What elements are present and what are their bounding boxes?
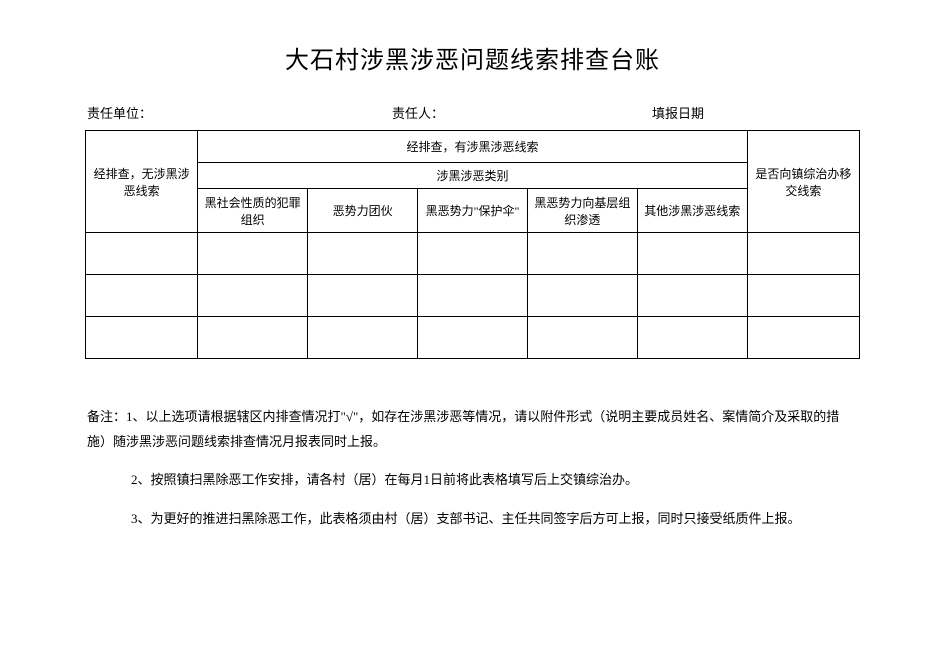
meta-unit-label: 责任单位： [87, 103, 392, 122]
note-1: 备注：1、以上选项请根据辖区内排查情况打"√"，如存在涉黑涉恶等情况，请以附件形… [87, 405, 858, 454]
cell [308, 233, 418, 275]
cell [198, 233, 308, 275]
note-1-text: 1、以上选项请根据辖区内排查情况打"√"，如存在涉黑涉恶等情况，请以附件形式（说… [87, 409, 839, 449]
cell [637, 317, 747, 359]
note-3: 3、为更好的推进扫黑除恶工作，此表格须由村（居）支部书记、主任共同签字后方可上报… [87, 507, 858, 532]
cell [418, 275, 528, 317]
cell [747, 317, 859, 359]
cell [308, 275, 418, 317]
cell [86, 275, 198, 317]
cell [637, 275, 747, 317]
note-2: 2、按照镇扫黑除恶工作安排，请各村（居）在每月1日前将此表格填写后上交镇综治办。 [87, 468, 858, 493]
header-subgroup: 涉黑涉恶类别 [198, 163, 748, 189]
meta-person-label: 责任人： [392, 103, 652, 122]
cell [308, 317, 418, 359]
cell [527, 275, 637, 317]
col-header-4: 其他涉黑涉恶线索 [637, 189, 747, 233]
header-left: 经排查，无涉黑涉恶线索 [86, 131, 198, 233]
col-header-2: 黑恶势力"保护伞" [418, 189, 528, 233]
page-title: 大石村涉黑涉恶问题线索排查台账 [85, 40, 860, 75]
header-group: 经排查，有涉黑涉恶线索 [198, 131, 748, 163]
table-row [86, 233, 860, 275]
ledger-table: 经排查，无涉黑涉恶线索 经排查，有涉黑涉恶线索 是否向镇综治办移交线索 涉黑涉恶… [85, 130, 860, 359]
cell [527, 233, 637, 275]
notes-section: 备注：1、以上选项请根据辖区内排查情况打"√"，如存在涉黑涉恶等情况，请以附件形… [85, 405, 860, 532]
meta-date-label: 填报日期 [652, 103, 704, 122]
table-row [86, 275, 860, 317]
cell [198, 275, 308, 317]
col-header-0: 黑社会性质的犯罪组织 [198, 189, 308, 233]
cell [418, 233, 528, 275]
cell [86, 233, 198, 275]
col-header-1: 恶势力团伙 [308, 189, 418, 233]
cell [747, 275, 859, 317]
meta-row: 责任单位： 责任人： 填报日期 [85, 103, 860, 122]
cell [198, 317, 308, 359]
cell [637, 233, 747, 275]
cell [747, 233, 859, 275]
cell [418, 317, 528, 359]
cell [527, 317, 637, 359]
col-header-3: 黑恶势力向基层组织渗透 [527, 189, 637, 233]
notes-prefix: 备注： [87, 409, 126, 424]
table-row [86, 317, 860, 359]
header-right: 是否向镇综治办移交线索 [747, 131, 859, 233]
cell [86, 317, 198, 359]
